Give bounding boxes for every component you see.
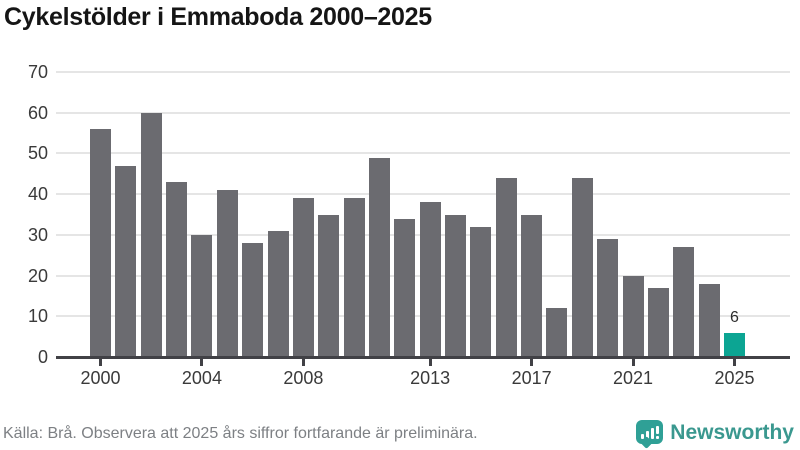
x-tick-2021 bbox=[631, 358, 635, 366]
bar-2005 bbox=[216, 190, 238, 357]
source-note: Källa: Brå. Observera att 2025 års siffr… bbox=[3, 425, 478, 442]
y-tick-label-70: 70 bbox=[27, 62, 48, 82]
x-tick-label-2017: 2017 bbox=[511, 368, 552, 388]
y-tick-label-30: 30 bbox=[27, 224, 48, 245]
bar-2008 bbox=[292, 198, 314, 357]
newsworthy-brand-name: Newsworthy bbox=[670, 420, 794, 444]
bar-2002 bbox=[140, 112, 162, 357]
plot-area: 6 0 10 20 30 40 50 60 70 2000 2004 2008 2013 2017 202… bbox=[28, 63, 790, 388]
gridline-60 bbox=[56, 111, 790, 114]
bar-2001 bbox=[115, 165, 137, 357]
bar-2020 bbox=[597, 238, 619, 357]
bar-2023 bbox=[673, 247, 695, 357]
bar-2003 bbox=[166, 181, 188, 357]
newsworthy-brand-link[interactable]: Newsworthy bbox=[636, 420, 794, 444]
bar-2016 bbox=[495, 177, 517, 357]
bar-2000 bbox=[90, 129, 111, 357]
y-tick-label-60: 60 bbox=[27, 102, 48, 123]
bar-2012 bbox=[394, 218, 416, 357]
bar-2014 bbox=[445, 214, 467, 357]
bar-2009 bbox=[318, 214, 340, 357]
x-tick-label-2021: 2021 bbox=[613, 368, 654, 388]
x-axis-line bbox=[56, 356, 790, 359]
bar-2022 bbox=[647, 287, 669, 357]
bar-2013 bbox=[419, 202, 441, 357]
bars: 6 bbox=[90, 72, 745, 357]
y-tick-label-50: 50 bbox=[27, 143, 48, 164]
x-tick-2025 bbox=[732, 358, 736, 366]
x-tick-label-2008: 2008 bbox=[283, 368, 324, 388]
gridline-40 bbox=[56, 193, 790, 196]
gridline-50 bbox=[56, 152, 790, 155]
bar-2017 bbox=[521, 214, 543, 357]
y-tick-label-0: 0 bbox=[37, 347, 48, 367]
bar-2018 bbox=[546, 308, 568, 357]
y-tick-label-20: 20 bbox=[27, 265, 48, 286]
chart-title: Cykelstölder i Emmaboda 2000–2025 bbox=[4, 3, 432, 31]
bar-2015 bbox=[470, 226, 492, 357]
bar-2025: 6 bbox=[723, 309, 745, 357]
x-tick-2000 bbox=[99, 358, 102, 366]
bar-2010 bbox=[343, 198, 365, 357]
bar-2011 bbox=[368, 157, 390, 357]
gridline-70 bbox=[56, 71, 790, 73]
x-tick-2004 bbox=[200, 358, 204, 366]
newsworthy-logo-icon bbox=[636, 420, 664, 444]
bar-2021 bbox=[622, 275, 644, 357]
x-tick-label-2004: 2004 bbox=[181, 368, 222, 388]
bar-2019 bbox=[571, 177, 593, 357]
x-tick-label-2000: 2000 bbox=[80, 368, 121, 388]
x-tick-2013 bbox=[428, 358, 432, 366]
bar-2006 bbox=[242, 243, 264, 357]
x-tick-label-2013: 2013 bbox=[410, 368, 451, 388]
bar-2007 bbox=[267, 230, 289, 357]
bar-2024 bbox=[698, 283, 720, 357]
bar-2004 bbox=[191, 234, 213, 357]
x-tick-2008 bbox=[301, 358, 305, 366]
x-tick-label-2025: 2025 bbox=[714, 368, 755, 388]
y-tick-label-10: 10 bbox=[27, 306, 48, 327]
x-tick-2017 bbox=[530, 358, 534, 366]
y-tick-label-40: 40 bbox=[27, 184, 48, 205]
bar-value-label: 6 bbox=[730, 308, 739, 326]
